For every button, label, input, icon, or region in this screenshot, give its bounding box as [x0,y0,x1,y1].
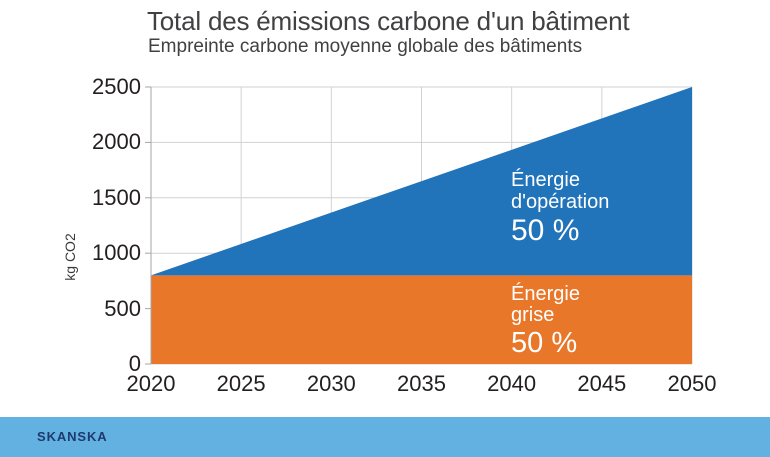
area-label-line: Énergie [511,283,580,305]
y-axis-title: kg CO2 [62,233,78,281]
x-tick-label: 2020 [126,371,176,396]
x-tick-label: 2030 [306,371,356,396]
area-label-percent: 50 % [511,214,580,247]
label-energie-grise: Énergie grise 50 % [511,283,580,359]
area-label-line: Énergie [511,169,580,191]
area-label-line: d'opération [511,191,610,213]
area-label-percent: 50 % [511,327,578,359]
y-tick-label: 1500 [92,184,141,210]
label-energie-operation: Énergie d'opération 50 % [511,169,609,247]
skanska-logo: SKANSKA [37,429,108,444]
page-title: Total des émissions carbone d'un bâtimen… [147,6,630,36]
x-tick-label: 2040 [487,371,537,396]
x-tick-label: 2035 [397,371,446,396]
page-subtitle: Empreinte carbone moyenne globale des bâ… [148,36,583,57]
x-tick-label: 2025 [216,371,266,396]
x-tick-label: 2050 [667,371,717,396]
area-label-line: grise [511,304,555,326]
y-tick-label: 2500 [92,74,141,99]
area-Énergie d'opération [151,87,692,276]
y-tick-label: 500 [104,295,141,321]
x-tick-label: 2045 [577,371,627,396]
y-tick-label: 2000 [92,129,141,155]
footer-bar: SKANSKA [0,417,770,457]
y-tick-label: 1000 [92,240,141,266]
y-tick-label: 0 [128,351,141,376]
area-Énergie grise [151,275,692,364]
stacked-area-chart [145,86,693,365]
